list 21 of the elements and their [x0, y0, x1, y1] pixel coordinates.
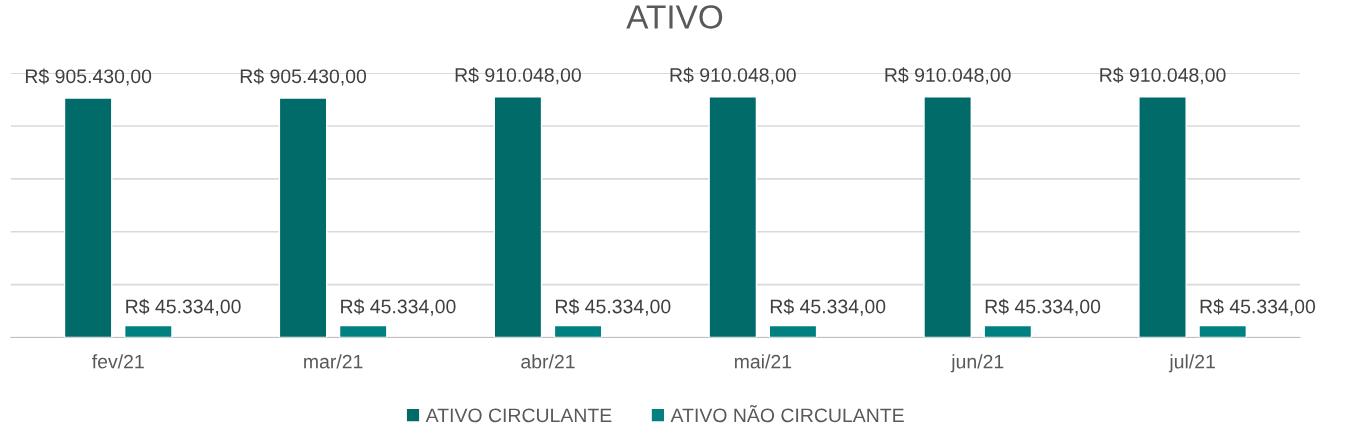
x-tick-label: jun/21: [950, 354, 1004, 373]
data-label: R$ 910.048,00: [1100, 67, 1226, 85]
data-label: R$ 910.048,00: [455, 67, 581, 85]
data-label: R$ 45.334,00: [1200, 298, 1316, 316]
x-tick-label: jul/21: [1168, 354, 1215, 373]
legend-label: ATIVO CIRCULANTE: [425, 408, 612, 423]
data-label: R$ 45.334,00: [985, 298, 1101, 316]
x-tick-label: fev/21: [92, 354, 144, 369]
data-label: R$ 45.334,00: [341, 298, 456, 316]
data-label: R$ 45.334,00: [556, 298, 671, 316]
x-tick-label: mar/21: [304, 354, 363, 369]
data-label: R$ 45.334,00: [126, 298, 241, 316]
data-label: R$ 45.334,00: [770, 298, 886, 316]
chart-title: ATIVO: [626, 5, 723, 29]
x-tick-label: mai/21: [734, 354, 792, 369]
x-tick-label: abr/21: [521, 354, 575, 369]
data-label: R$ 910.048,00: [885, 67, 1011, 85]
legend-label: ATIVO NÃO CIRCULANTE: [670, 404, 904, 423]
data-label: R$ 905.430,00: [240, 68, 367, 86]
data-label: R$ 905.430,00: [25, 68, 152, 86]
data-label: R$ 910.048,00: [670, 67, 796, 85]
